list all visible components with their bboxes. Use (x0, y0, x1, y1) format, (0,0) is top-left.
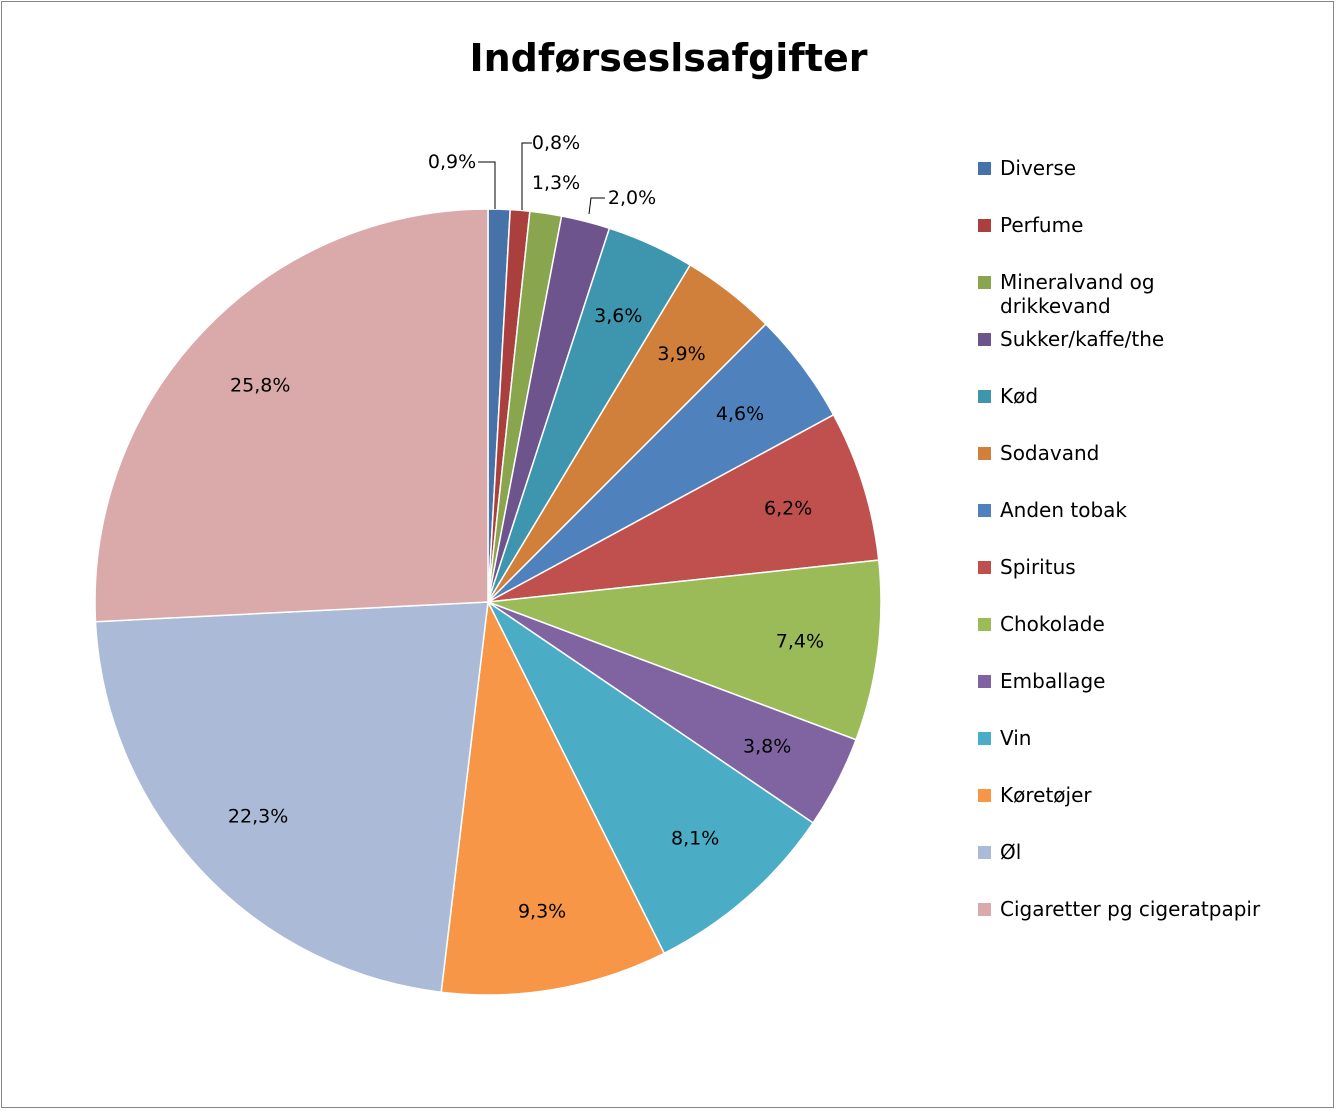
data-label: 9,3% (518, 901, 566, 923)
legend-swatch (978, 561, 991, 574)
legend-swatch (978, 504, 991, 517)
pie-slice (487, 559, 882, 741)
legend-label: Spiritus (1000, 555, 1076, 579)
pie-slice (94, 208, 489, 623)
legend-label: Sodavand (1000, 441, 1100, 465)
legend-label: Anden tobak (1000, 498, 1128, 522)
legend-swatch (978, 333, 991, 346)
legend-label: Køretøjer (1000, 783, 1092, 807)
legend-swatch (978, 618, 991, 631)
legend-swatch (978, 447, 991, 460)
pie-slice (487, 413, 880, 603)
legend-swatch (978, 903, 991, 916)
data-label: 0,8% (532, 132, 580, 154)
legend-label: Diverse (1000, 156, 1077, 180)
data-label: 8,1% (671, 828, 719, 850)
legend-swatch (978, 846, 991, 859)
legend-label: Vin (1000, 726, 1032, 750)
legend-label: Kød (1000, 384, 1039, 408)
legend-label: Chokolade (1000, 612, 1105, 636)
data-label: 2,0% (608, 187, 656, 209)
data-label: 1,3% (532, 172, 580, 194)
legend-swatch (978, 162, 991, 175)
pie-slice (94, 601, 489, 994)
legend-label: Øl (1000, 840, 1022, 864)
legend-swatch (978, 675, 991, 688)
data-label: 0,9% (428, 151, 476, 173)
data-label: 3,6% (594, 305, 642, 327)
data-label: 6,2% (764, 498, 812, 520)
data-label: 7,4% (776, 630, 824, 652)
leader-line (521, 142, 532, 210)
leader-line (588, 197, 605, 215)
legend-label: Sukker/kaffe/the (1000, 327, 1165, 351)
legend-swatch (978, 219, 991, 232)
legend-swatch (978, 276, 991, 289)
data-label: 22,3% (228, 806, 288, 828)
data-label: 25,8% (230, 374, 290, 396)
legend-label: Perfume (1000, 213, 1084, 237)
legend-swatch (978, 390, 991, 403)
chart-title: Indførseslsafgifter (469, 36, 868, 80)
legend-swatch (978, 732, 991, 745)
leader-line (478, 161, 496, 209)
data-label: 3,9% (657, 343, 705, 365)
pie-slice (486, 599, 815, 955)
pie-slice (440, 599, 666, 996)
data-label: 3,8% (743, 736, 791, 758)
legend-swatch (978, 789, 991, 802)
legend-label: Emballage (1000, 669, 1106, 693)
data-label: 4,6% (716, 403, 764, 425)
legend-label: Cigaretter pg cigeratpapir (1000, 897, 1261, 921)
legend-label: Mineralvand og drikkevand (1000, 270, 1155, 318)
